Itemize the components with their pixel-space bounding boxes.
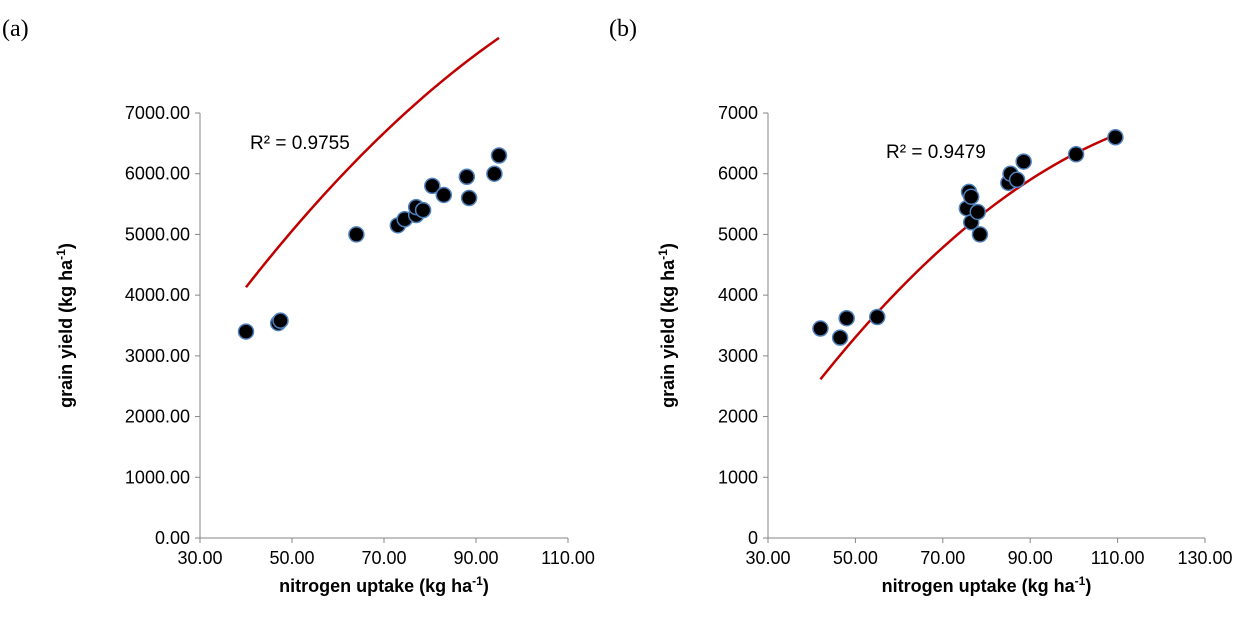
y-tick-label: 0 [748,528,758,548]
x-tick-label: 70.00 [920,548,965,568]
x-tick-label: 30.00 [745,548,790,568]
y-tick-label: 2000.00 [125,407,190,427]
y-tick-label: 6000 [718,164,758,184]
y-axis-title: grain yield (kg ha-1) [54,243,76,408]
x-tick-label: 50.00 [269,548,314,568]
data-point [1015,153,1032,170]
data-point [348,226,365,243]
data-point [414,201,432,219]
panel-label-a: (a) [2,16,29,42]
x-tick-label: 90.00 [453,548,498,568]
panel-label-b: (b) [609,16,637,42]
x-axis-title: nitrogen uptake (kg ha-1) [279,574,489,596]
y-tick-label: 0.00 [155,528,190,548]
x-tick-label: 90.00 [1008,548,1053,568]
data-point [831,329,849,346]
data-point [971,226,989,243]
y-tick-label: 3000 [718,346,758,366]
x-tick-label: 110.00 [541,548,595,568]
y-tick-label: 4000 [718,285,758,305]
y-tick-label: 5000 [718,224,758,244]
data-point [424,177,441,195]
trendline [819,133,1119,381]
trendline [245,36,500,289]
x-axis-title: nitrogen uptake (kg ha-1) [882,574,1092,596]
y-tick-label: 2000 [718,407,758,427]
data-point [1107,129,1124,146]
data-point [962,188,980,206]
data-point [272,312,289,329]
data-point [1067,146,1085,163]
data-point [1008,171,1026,189]
y-tick-label: 1000 [718,467,758,487]
x-tick-label: 130.00 [1177,548,1232,568]
y-tick-label: 3000.00 [125,346,190,366]
chart-b: 0 1000 2000 3000 4000 5000 6000 7000 30.00 50.00 7… [656,103,1233,596]
data-point [490,147,508,164]
y-tick-label: 7000.00 [125,103,190,123]
x-tick-label: 110.00 [1091,548,1145,568]
x-tick-label: 70.00 [361,548,406,568]
data-point [969,203,987,221]
y-tick-label: 1000.00 [125,467,190,487]
data-point [869,308,886,326]
data-point [460,189,478,207]
data-point [435,186,453,204]
r-squared-annotation: R² = 0.9755 [250,133,350,154]
data-point [486,165,503,182]
data-point [237,323,255,340]
data-point [812,320,829,337]
y-axis-title: grain yield (kg ha-1) [656,243,678,408]
r-squared-annotation: R² = 0.9479 [886,142,986,163]
y-tick-label: 6000.00 [125,164,190,184]
y-tick-label: 7000 [718,103,758,123]
x-tick-label: 30.00 [177,548,222,568]
data-point [458,168,476,185]
chart-a: 0.00 1000.00 2000.00 3000.00 4000.00 5000.00 6… [54,36,595,596]
y-tick-label: 5000.00 [125,224,190,244]
y-tick-label: 4000.00 [125,285,190,305]
data-point [838,309,855,327]
x-tick-label: 50.00 [833,548,878,568]
